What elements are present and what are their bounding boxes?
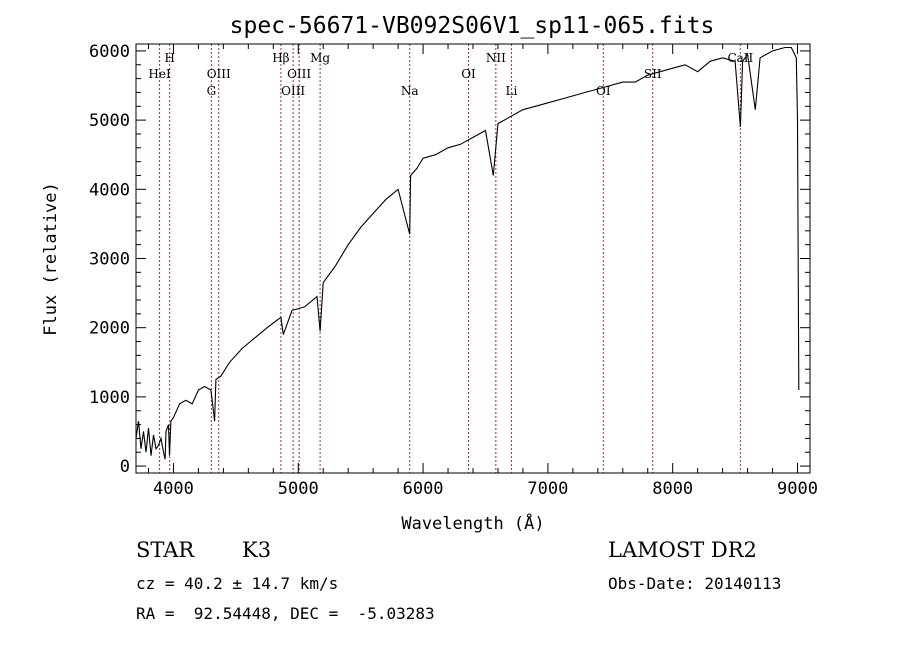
x-axis-label: Wavelength (Å) <box>401 512 544 534</box>
spectral-line-label: OIII <box>207 67 231 81</box>
x-tick-label: 9000 <box>777 479 818 499</box>
x-axis-ticks: 4000 5000 6000 7000 8000 9000 <box>147 44 818 499</box>
x-tick-label: 8000 <box>652 479 693 499</box>
spectral-line-label: OIII <box>287 67 311 81</box>
coordinates-text: RA = 92.54448, DEC = -5.03283 <box>136 604 435 623</box>
spectral-line-label: Hβ <box>272 51 289 65</box>
y-tick-label: 4000 <box>89 180 130 200</box>
y-tick-label: 1000 <box>89 388 130 408</box>
x-tick-label: 6000 <box>403 479 444 499</box>
spectrum-line <box>135 46 800 460</box>
plot-frame <box>135 43 811 474</box>
spectral-line-label: OIII <box>281 84 305 98</box>
y-axis-label: Flux (relative) <box>41 182 61 336</box>
y-tick-label: 2000 <box>89 319 130 339</box>
x-tick-label: 5000 <box>278 479 319 499</box>
spectral-line-label: G <box>207 84 217 98</box>
y-tick-label: 6000 <box>89 42 130 62</box>
y-tick-label: 3000 <box>89 250 130 270</box>
object-subclass: K3 <box>242 538 272 562</box>
spectral-line-label: CaII <box>727 51 753 65</box>
x-tick-label: 7000 <box>527 479 568 499</box>
spectral-line-label: HeI <box>148 67 171 81</box>
x-tick-label: 4000 <box>153 479 194 499</box>
spectral-line-label: NII <box>486 51 506 65</box>
spectral-line-label: OI <box>461 67 476 81</box>
obs-date-text: Obs-Date: 20140113 <box>608 574 782 593</box>
y-tick-label: 5000 <box>89 111 130 131</box>
spectral-line-label: OI <box>596 84 611 98</box>
spectral-line-label: H <box>164 51 174 65</box>
redshift-text: cz = 40.2 ± 14.7 km/s <box>136 574 339 593</box>
chart-title: spec-56671-VB092S06V1_sp11-065.fits <box>230 13 715 39</box>
spectral-line-label: Mg <box>310 51 330 65</box>
spectral-line-label: Na <box>401 84 419 98</box>
spectral-line-markers <box>159 44 741 473</box>
y-axis-ticks: 0 1000 2000 3000 4000 5000 6000 <box>89 42 810 477</box>
spectral-line-label: Li <box>506 84 518 98</box>
y-tick-label: 0 <box>120 457 130 477</box>
object-class: STAR <box>136 538 195 562</box>
survey-name: LAMOST DR2 <box>608 538 757 562</box>
